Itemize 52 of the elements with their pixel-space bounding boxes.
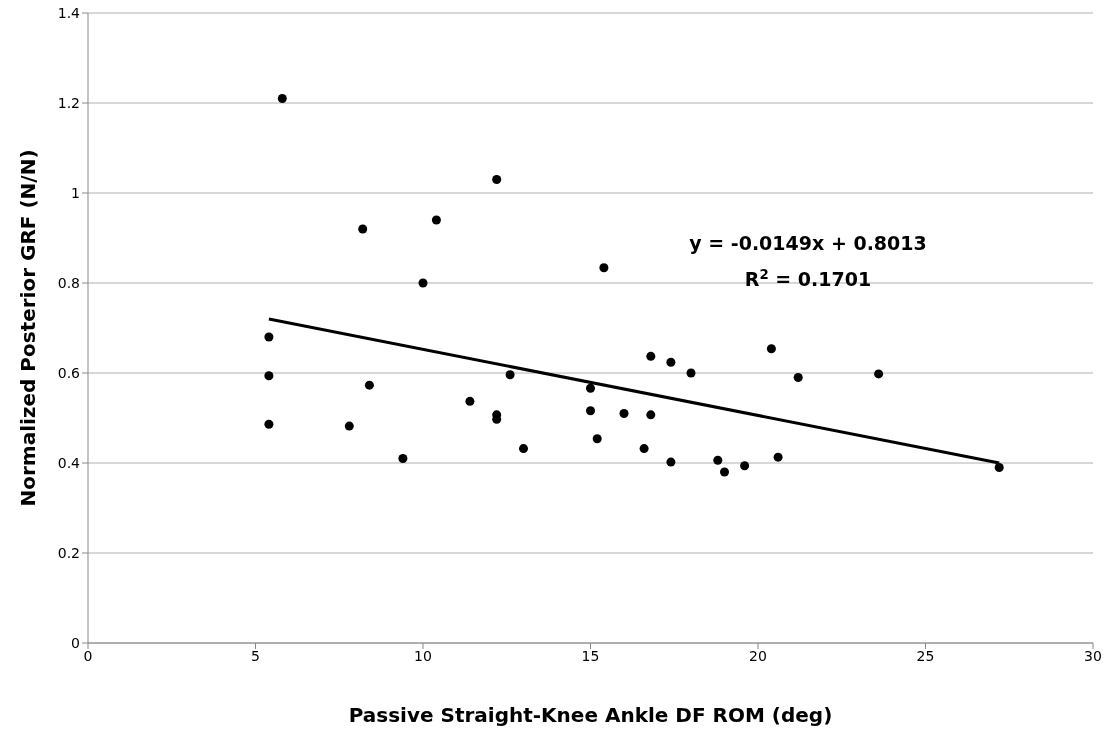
x-axis-title: Passive Straight-Knee Ankle DF ROM (deg) [348,703,833,728]
y-tick-label: 1.4 [57,4,81,21]
point [666,457,676,467]
point [264,332,274,342]
point [358,224,368,234]
y-tick-label: 0 [71,634,80,651]
x-tick-label: 10 [414,647,432,664]
point [431,215,441,225]
point [585,406,596,416]
point [740,461,750,471]
point [505,370,515,380]
point [874,369,884,379]
x-tick-label: 25 [916,647,935,664]
point [465,396,475,406]
point [364,380,374,390]
annotation: y = -0.0149x + 0.8013 [689,232,927,254]
y-tick-label: 0.8 [57,274,80,291]
point [344,421,354,431]
point [277,93,287,104]
point [518,444,529,454]
y-tick-label: 1 [71,184,80,201]
point [264,371,274,381]
y-tick-label: 0.2 [57,544,80,561]
point [766,344,776,354]
y-tick-label: 0.4 [57,454,81,471]
point [599,263,609,273]
point [646,351,656,361]
y-tick-label: 1.2 [57,94,80,111]
point [686,368,696,378]
point [492,174,502,185]
point [619,408,629,419]
x-tick-label: 20 [749,647,767,664]
point [719,467,730,477]
x-tick-label: 30 [1084,647,1102,664]
point [418,278,428,288]
point [713,455,723,465]
annotation: R$^{2}$ = 0.1701 [744,266,872,290]
point [398,453,408,464]
point [264,419,274,429]
point [666,357,676,367]
point [592,434,602,444]
x-tick-label: 15 [581,647,600,664]
x-tick-label: 5 [251,647,260,664]
point [773,452,783,462]
point [639,444,649,454]
point [793,372,803,383]
point [994,462,1004,473]
y-axis-title: Normalized Posterior GRF (N/N) [16,149,41,507]
point [646,410,656,420]
x-tick-label: 0 [83,647,93,664]
y-tick-label: 0.6 [57,364,81,381]
point [585,383,596,393]
